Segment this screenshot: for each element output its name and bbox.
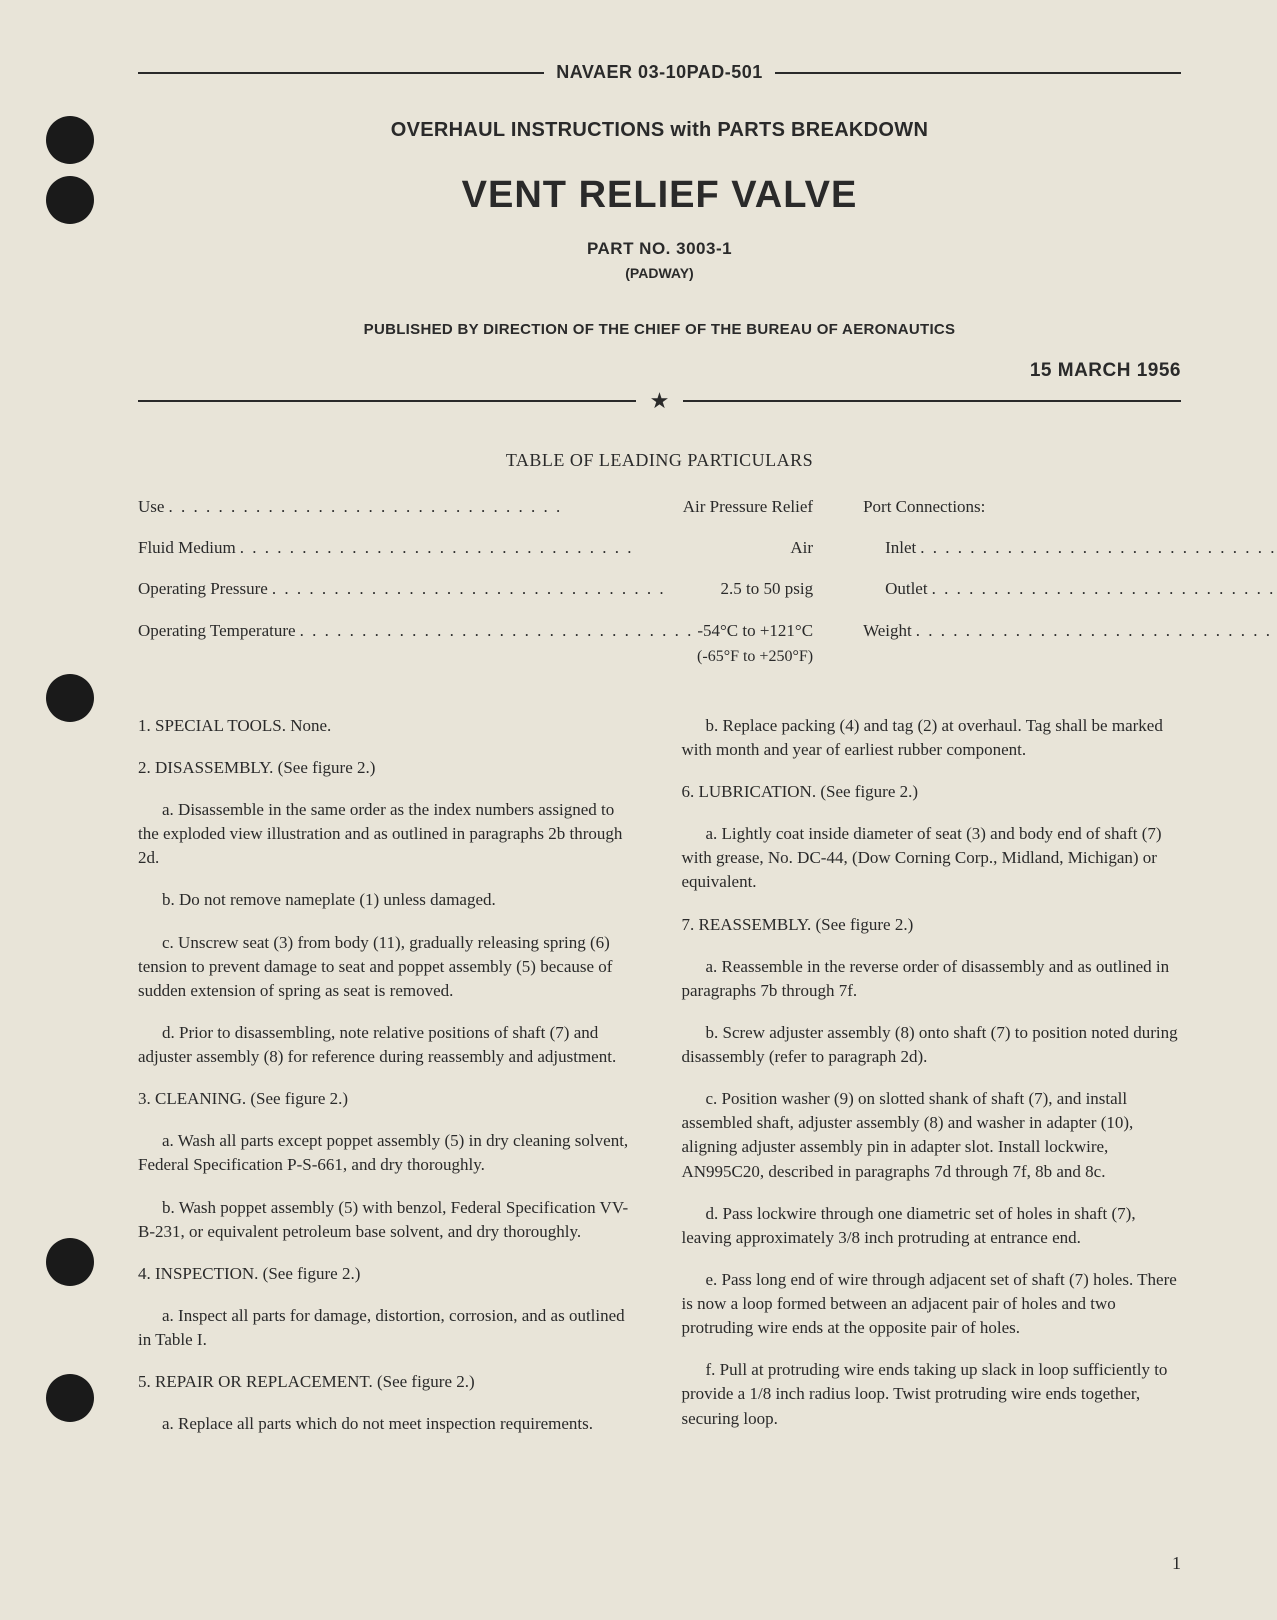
- body-paragraph: a. Replace all parts which do not meet i…: [138, 1412, 638, 1436]
- leader-dots: . . . . . . . . . . . . . . . . . . . . …: [296, 617, 698, 644]
- body-paragraph: c. Position washer (9) on slotted shank …: [682, 1087, 1182, 1184]
- body-paragraph: d. Prior to disassembling, note relative…: [138, 1021, 638, 1069]
- title-block: OVERHAUL INSTRUCTIONS with PARTS BREAKDO…: [138, 119, 1181, 338]
- body-paragraph: 5. REPAIR OR REPLACEMENT. (See figure 2.…: [138, 1370, 638, 1394]
- leader-dots: . . . . . . . . . . . . . . . . . . . . …: [916, 534, 1277, 561]
- body-paragraph: e. Pass long end of wire through adjacen…: [682, 1268, 1182, 1340]
- leader-dots: . . . . . . . . . . . . . . . . . . . . …: [268, 575, 721, 602]
- body-paragraph: 6. LUBRICATION. (See figure 2.): [682, 780, 1182, 804]
- body-paragraph: a. Disassemble in the same order as the …: [138, 798, 638, 870]
- body-paragraph: b. Screw adjuster assembly (8) onto shaf…: [682, 1021, 1182, 1069]
- particulars-subvalue: (-65°F to +250°F): [138, 648, 813, 666]
- body-paragraph: b. Replace packing (4) and tag (2) at ov…: [682, 714, 1182, 762]
- date-row: 15 MARCH 1956: [138, 360, 1181, 382]
- particulars-row: Outlet. . . . . . . . . . . . . . . . . …: [863, 575, 1277, 602]
- particulars-label: Operating Temperature: [138, 617, 296, 644]
- pub-date: 15 MARCH 1956: [1030, 360, 1181, 382]
- particulars-row: Use. . . . . . . . . . . . . . . . . . .…: [138, 493, 813, 520]
- punch-hole: [46, 176, 94, 224]
- punch-hole: [46, 674, 94, 722]
- divider-right: [683, 400, 1181, 402]
- particulars-label: Outlet: [863, 575, 928, 602]
- particulars-heading: TABLE OF LEADING PARTICULARS: [138, 450, 1181, 471]
- particulars-right-col: Port Connections:Inlet. . . . . . . . . …: [863, 493, 1277, 678]
- particulars-row: Fluid Medium. . . . . . . . . . . . . . …: [138, 534, 813, 561]
- body-paragraph: d. Pass lockwire through one diametric s…: [682, 1202, 1182, 1250]
- manufacturer: (PADWAY): [138, 265, 1181, 281]
- particulars-left-col: Use. . . . . . . . . . . . . . . . . . .…: [138, 493, 813, 678]
- leader-dots: . . . . . . . . . . . . . . . . . . . . …: [928, 575, 1277, 602]
- body-columns: 1. SPECIAL TOOLS. None. 2. DISASSEMBLY. (…: [138, 714, 1181, 1455]
- body-paragraph: b. Do not remove nameplate (1) unless da…: [138, 888, 638, 912]
- body-right-col: b. Replace packing (4) and tag (2) at ov…: [682, 714, 1182, 1455]
- particulars-label: Use: [138, 493, 164, 520]
- body-paragraph: 4. INSPECTION. (See figure 2.): [138, 1262, 638, 1286]
- particulars-value: -54°C to +121°C: [697, 617, 813, 644]
- punch-hole: [46, 116, 94, 164]
- part-number: PART NO. 3003-1: [138, 239, 1181, 259]
- body-paragraph: 2. DISASSEMBLY. (See figure 2.): [138, 756, 638, 780]
- punch-hole: [46, 1238, 94, 1286]
- page-number: 1: [1172, 1553, 1181, 1574]
- particulars-label: Fluid Medium: [138, 534, 236, 561]
- body-paragraph: 1. SPECIAL TOOLS. None.: [138, 714, 638, 738]
- body-paragraph: a. Inspect all parts for damage, distort…: [138, 1304, 638, 1352]
- body-paragraph: a. Wash all parts except poppet assembly…: [138, 1129, 638, 1177]
- star-divider: ★: [138, 390, 1181, 412]
- port-connections-header: Port Connections:: [863, 493, 1277, 520]
- particulars-label: Inlet: [863, 534, 916, 561]
- doc-number: NAVAER 03-10PAD-501: [544, 62, 775, 83]
- body-paragraph: f. Pull at protruding wire ends taking u…: [682, 1358, 1182, 1430]
- body-paragraph: b. Wash poppet assembly (5) with benzol,…: [138, 1196, 638, 1244]
- main-title: VENT RELIEF VALVE: [138, 174, 1181, 217]
- particulars-row: Operating Temperature. . . . . . . . . .…: [138, 617, 813, 644]
- body-paragraph: a. Reassemble in the reverse order of di…: [682, 955, 1182, 1003]
- particulars-table: Use. . . . . . . . . . . . . . . . . . .…: [138, 493, 1181, 678]
- subtitle: OVERHAUL INSTRUCTIONS with PARTS BREAKDO…: [138, 119, 1181, 142]
- body-paragraph: a. Lightly coat inside diameter of seat …: [682, 822, 1182, 894]
- divider-left: [138, 400, 636, 402]
- leader-dots: . . . . . . . . . . . . . . . . . . . . …: [912, 617, 1277, 644]
- particulars-row: Weight. . . . . . . . . . . . . . . . . …: [863, 617, 1277, 644]
- rule-right: [775, 72, 1181, 74]
- body-paragraph: 3. CLEANING. (See figure 2.): [138, 1087, 638, 1111]
- body-paragraph: 7. REASSEMBLY. (See figure 2.): [682, 913, 1182, 937]
- body-paragraph: c. Unscrew seat (3) from body (11), grad…: [138, 931, 638, 1003]
- published-by: PUBLISHED BY DIRECTION OF THE CHIEF OF T…: [138, 321, 1181, 338]
- particulars-value: 2.5 to 50 psig: [721, 575, 814, 602]
- particulars-label: Operating Pressure: [138, 575, 268, 602]
- particulars-value: Air: [790, 534, 813, 561]
- punch-hole: [46, 1374, 94, 1422]
- particulars-row: Inlet. . . . . . . . . . . . . . . . . .…: [863, 534, 1277, 561]
- rule-left: [138, 72, 544, 74]
- particulars-label: Weight: [863, 617, 912, 644]
- particulars-value: Air Pressure Relief: [683, 493, 813, 520]
- doc-header-rule: NAVAER 03-10PAD-501: [138, 62, 1181, 83]
- leader-dots: . . . . . . . . . . . . . . . . . . . . …: [236, 534, 791, 561]
- body-left-col: 1. SPECIAL TOOLS. None. 2. DISASSEMBLY. (…: [138, 714, 638, 1455]
- particulars-row: Operating Pressure. . . . . . . . . . . …: [138, 575, 813, 602]
- leader-dots: . . . . . . . . . . . . . . . . . . . . …: [164, 493, 682, 520]
- star-icon: ★: [636, 390, 684, 412]
